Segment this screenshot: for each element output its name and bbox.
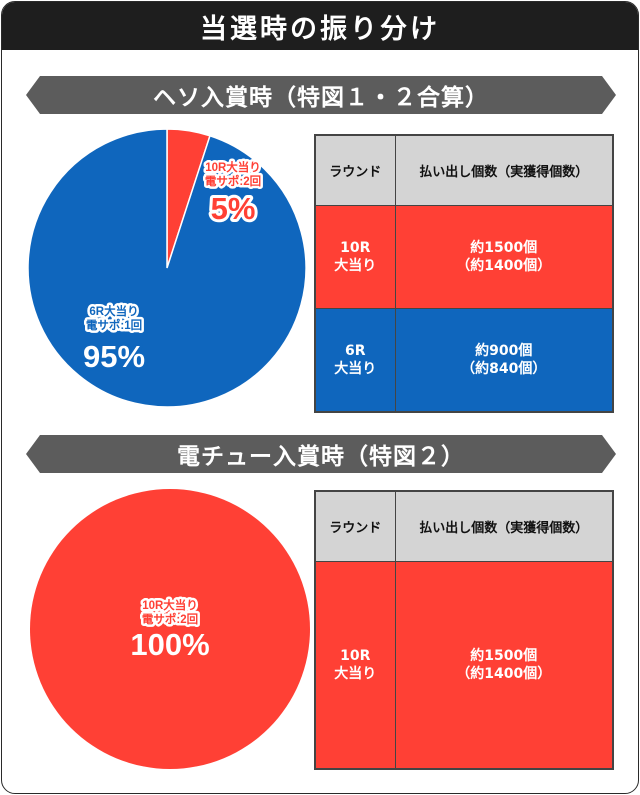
table-header-row: ラウンド 払い出し個数（実獲得個数）	[314, 134, 614, 206]
payout-amount: 約1500個	[470, 647, 538, 664]
slice-label: 10R大当り	[142, 598, 198, 612]
table-row: 10R 大当り 約1500個 （約1400個）	[314, 205, 614, 309]
header-payout: 払い出し個数（実獲得個数）	[394, 490, 614, 562]
pie-slice	[28, 129, 306, 407]
pie-slice	[30, 489, 310, 769]
cell-payout: 約1500個 （約1400個）	[394, 205, 614, 309]
payout-amount: 約1500個	[470, 240, 538, 256]
cell-round: 6R 大当り	[314, 308, 396, 412]
slice-label: 10R大当り	[205, 160, 261, 174]
slice-label: 6R大当り	[89, 304, 138, 318]
table-row: 10R 大当り 約1500個 （約1400個）	[314, 561, 614, 769]
payout-amount: 約900個	[475, 342, 533, 359]
payout-actual: （約840個）	[461, 360, 547, 377]
slice-value-label: 100%	[130, 627, 209, 662]
cell-round: 10R 大当り	[314, 205, 396, 309]
round-type: 大当り	[334, 360, 377, 377]
round-text: 6R	[344, 342, 366, 359]
round-type: 大当り	[334, 665, 377, 682]
slice-sublabel: 電サポ:2回	[142, 612, 198, 626]
payout-actual: （約1400個）	[456, 665, 552, 682]
payout-table-heso: ラウンド 払い出し個数（実獲得個数） 10R 大当り 約1500個 （約1400…	[314, 134, 614, 413]
round-type: 大当り	[334, 258, 377, 274]
slice-sublabel: 電サポ:2回	[205, 174, 261, 188]
cell-round: 10R 大当り	[314, 561, 396, 769]
round-text: 10R	[340, 647, 371, 664]
header-round: ラウンド	[314, 134, 396, 206]
cell-payout: 約1500個 （約1400個）	[394, 561, 614, 769]
table-header-row: ラウンド 払い出し個数（実獲得個数）	[314, 490, 614, 562]
payout-actual: （約1400個）	[456, 258, 552, 274]
round-text: 10R	[340, 240, 371, 256]
header-round: ラウンド	[314, 490, 396, 562]
payout-table-denchu: ラウンド 払い出し個数（実獲得個数） 10R 大当り 約1500個 （約1400…	[314, 490, 614, 770]
main-title: 当選時の振り分け	[2, 2, 638, 50]
header-payout: 払い出し個数（実獲得個数）	[394, 134, 614, 206]
slice-value-label: 95%	[83, 339, 145, 374]
table-row: 6R 大当り 約900個 （約840個）	[314, 308, 614, 412]
section-title-heso: ヘソ入賞時（特図１・２合算）	[26, 76, 616, 114]
cell-payout: 約900個 （約840個）	[394, 308, 614, 412]
slice-value-label: 5%	[211, 191, 256, 226]
slice-sublabel: 電サポ:1回	[86, 318, 142, 332]
section-title-denchu: 電チュー入賞時（特図２）	[26, 435, 616, 473]
